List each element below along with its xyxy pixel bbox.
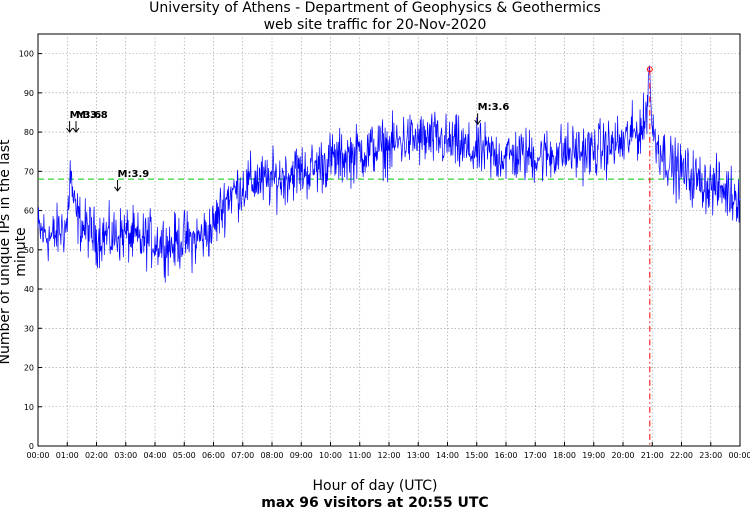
y-tick-label: 80 — [24, 128, 34, 137]
x-tick-label: 17:00 — [524, 451, 547, 460]
y-tick-label: 0 — [29, 442, 34, 451]
x-tick-label: 00:00 — [728, 451, 750, 460]
x-tick-label: 06:00 — [202, 451, 225, 460]
x-tick-label: 07:00 — [231, 451, 254, 460]
x-tick-label: 22:00 — [670, 451, 693, 460]
x-tick-label: 03:00 — [114, 451, 137, 460]
x-tick-label: 00:00 — [26, 451, 49, 460]
x-tick-label: 16:00 — [494, 451, 517, 460]
y-tick-label: 20 — [24, 364, 34, 373]
x-tick-label: 15:00 — [465, 451, 488, 460]
traffic-series-line — [37, 65, 741, 283]
event-arrow-head — [474, 119, 482, 126]
event-arrow-head — [72, 127, 80, 133]
y-tick-label: 40 — [24, 285, 34, 294]
x-tick-label: 04:00 — [143, 451, 166, 460]
y-tick-label: 30 — [24, 324, 34, 333]
x-tick-label: 18:00 — [553, 451, 576, 460]
event-label: M:3.6 — [70, 110, 102, 121]
event-arrow-head — [66, 127, 73, 133]
y-tick-label: 70 — [24, 167, 34, 176]
x-tick-label: 09:00 — [290, 451, 313, 460]
x-tick-label: 02:00 — [85, 451, 108, 460]
chart-subtitle: web site traffic for 20-Nov-2020 — [263, 17, 487, 33]
y-tick-label: 50 — [24, 246, 34, 255]
y-tick-label: 90 — [24, 89, 34, 98]
event-label: M:3.6 — [478, 102, 510, 113]
x-axis-label: Hour of day (UTC) — [312, 478, 438, 494]
x-tick-label: 21:00 — [641, 451, 664, 460]
x-tick-label: 14:00 — [436, 451, 459, 460]
x-tick-label: 20:00 — [611, 451, 634, 460]
x-tick-label: 10:00 — [319, 451, 342, 460]
event-label: M:3.9 — [118, 169, 150, 180]
x-tick-label: 19:00 — [582, 451, 605, 460]
x-tick-label: 05:00 — [173, 451, 196, 460]
x-tick-label: 11:00 — [348, 451, 371, 460]
event-label: M:3.8 — [76, 110, 108, 121]
x-tick-label: 01:00 — [56, 451, 79, 460]
chart-title: University of Athens - Department of Geo… — [149, 0, 601, 16]
x-tick-label: 13:00 — [407, 451, 430, 460]
x-tick-label: 08:00 — [260, 451, 283, 460]
y-tick-label: 100 — [19, 50, 34, 59]
max-point-marker — [646, 66, 653, 73]
y-tick-label: 10 — [24, 403, 34, 412]
x-tick-label: 12:00 — [377, 451, 400, 460]
x-tick-label: 23:00 — [699, 451, 722, 460]
max-visitors-note: max 96 visitors at 20:55 UTC — [261, 495, 489, 511]
y-tick-label: 60 — [24, 207, 34, 216]
event-arrow-head — [114, 186, 121, 192]
